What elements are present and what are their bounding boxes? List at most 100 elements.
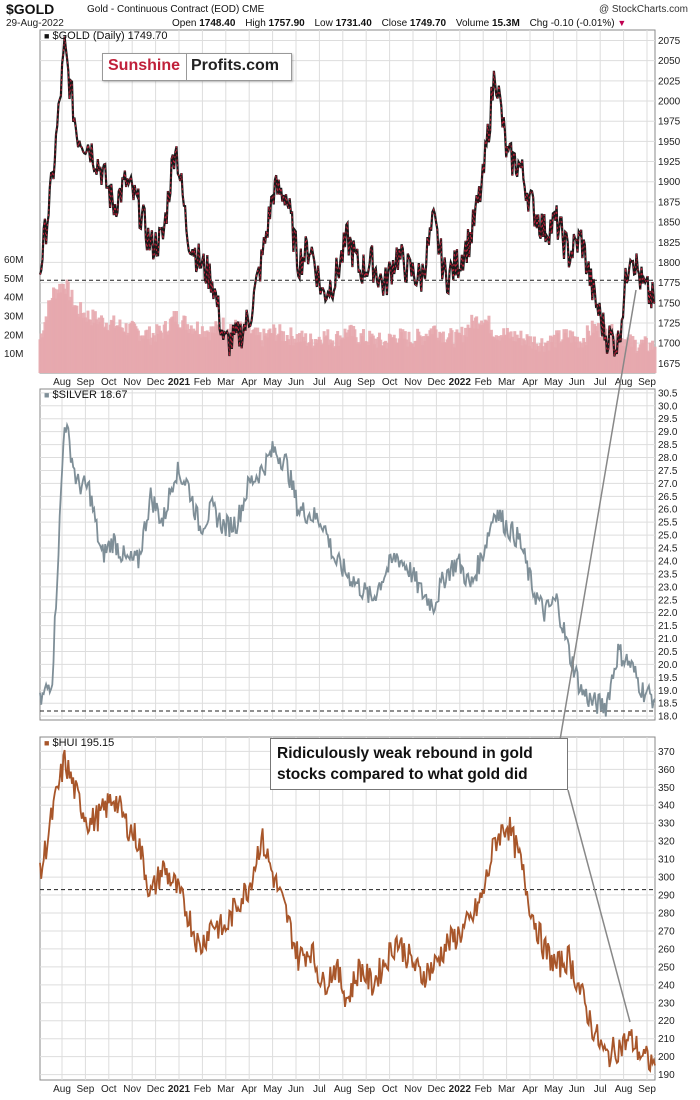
- x-axis-label: Oct: [101, 377, 117, 388]
- hui-ytick-label: 270: [658, 926, 675, 937]
- gold-ytick-label: 1825: [658, 238, 681, 249]
- x-axis-label: Jun: [569, 377, 585, 388]
- low-label: Low: [314, 18, 333, 29]
- x-axis-label: Oct: [382, 377, 398, 388]
- x-axis-label: Dec: [147, 377, 165, 388]
- hui-ytick-label: 340: [658, 801, 675, 812]
- x-axis-label: Sep: [77, 377, 95, 388]
- gold-ytick-label: 2075: [658, 36, 681, 47]
- silver-panel-label: ■ $SILVER 18.67: [44, 389, 128, 401]
- gold-ytick-label: 1850: [658, 218, 681, 229]
- hui-ytick-label: 320: [658, 837, 675, 848]
- silver-ytick-label: 21.0: [658, 634, 678, 645]
- x-axis-label: Feb: [194, 377, 212, 388]
- silver-panel-title: $SILVER 18.67: [52, 389, 128, 401]
- chg-value: -0.10 (-0.01%): [550, 18, 615, 29]
- silver-ytick-label: 18.0: [658, 712, 678, 723]
- down-arrow-icon: ▼: [617, 18, 627, 28]
- volume-axis-label: 10M: [4, 349, 23, 360]
- x-axis-label: Sep: [638, 1084, 656, 1095]
- x-axis-label: Mar: [217, 377, 235, 388]
- gold-legend-icon: ■: [44, 31, 50, 41]
- hui-ytick-label: 230: [658, 998, 675, 1009]
- x-axis-label: Nov: [404, 1084, 422, 1095]
- ohlc-stats: Open 1748.40 High 1757.90 Low 1731.40 Cl…: [172, 18, 626, 29]
- silver-ytick-label: 27.0: [658, 479, 678, 490]
- silver-ytick-label: 23.0: [658, 582, 678, 593]
- gold-ytick-label: 1700: [658, 339, 681, 350]
- silver-ytick-label: 20.0: [658, 660, 678, 671]
- gold-ytick-label: 1675: [658, 359, 681, 370]
- low-value: 1731.40: [335, 18, 372, 29]
- x-axis-label: Oct: [101, 1084, 117, 1095]
- x-axis-label: Oct: [382, 1084, 398, 1095]
- hui-ytick-label: 330: [658, 819, 675, 830]
- hui-ytick-label: 350: [658, 783, 675, 794]
- volume-axis-label: 40M: [4, 293, 23, 304]
- x-axis-label: Jul: [313, 1084, 326, 1095]
- silver-ytick-label: 29.0: [658, 427, 678, 438]
- x-axis-label: Mar: [217, 1084, 235, 1095]
- x-axis-label: Feb: [475, 377, 493, 388]
- x-axis-label: May: [263, 1084, 282, 1095]
- volume-axis-label: 50M: [4, 274, 23, 285]
- hui-ytick-label: 290: [658, 891, 675, 902]
- sunshine-profits-logo: Sunshine Profits.com: [102, 53, 292, 81]
- gold-ytick-label: 1800: [658, 258, 681, 269]
- hui-ytick-label: 210: [658, 1034, 675, 1045]
- silver-legend-icon: ■: [44, 390, 50, 400]
- x-axis-label: Sep: [77, 1084, 95, 1095]
- x-axis-label: Jul: [313, 377, 326, 388]
- silver-ytick-label: 26.0: [658, 505, 678, 516]
- silver-ytick-label: 22.0: [658, 608, 678, 619]
- hui-ytick-label: 200: [658, 1052, 675, 1063]
- silver-ytick-label: 23.5: [658, 569, 678, 580]
- silver-ytick-label: 18.5: [658, 699, 678, 710]
- hui-panel-title: $HUI 195.15: [52, 737, 115, 749]
- gold-ytick-label: 2000: [658, 97, 681, 108]
- x-axis-label: Nov: [123, 377, 141, 388]
- open-value: 1748.40: [199, 18, 236, 29]
- silver-ytick-label: 21.5: [658, 621, 678, 632]
- x-axis-label: May: [544, 377, 563, 388]
- hui-ytick-label: 240: [658, 980, 675, 991]
- hui-panel-label: ■ $HUI 195.15: [44, 737, 114, 749]
- contract-subtitle: Gold - Continuous Contract (EOD) CME: [87, 4, 265, 15]
- silver-ytick-label: 27.5: [658, 466, 678, 477]
- hui-ytick-label: 280: [658, 908, 675, 919]
- gold-ytick-label: 1950: [658, 137, 681, 148]
- x-axis-label: Dec: [428, 377, 446, 388]
- x-axis-label: Mar: [498, 1084, 516, 1095]
- x-axis-label: Apr: [241, 1084, 257, 1095]
- close-label: Close: [381, 18, 408, 29]
- silver-ytick-label: 19.0: [658, 686, 678, 697]
- x-axis-label: 2021: [168, 1084, 191, 1095]
- logo-part-1: Sunshine: [108, 57, 181, 74]
- hui-panel-frame: [39, 736, 656, 1081]
- gold-ytick-label: 1875: [658, 197, 681, 208]
- x-axis-label: May: [263, 377, 282, 388]
- x-axis-label: 2022: [449, 377, 472, 388]
- x-axis-label: Aug: [615, 1084, 633, 1095]
- x-axis-label: Aug: [53, 377, 71, 388]
- high-label: High: [245, 18, 266, 29]
- logo-divider: [186, 54, 187, 80]
- volume-value: 15.3M: [492, 18, 520, 29]
- annotation-arrow-hui: [567, 789, 631, 1023]
- gold-ytick-label: 1900: [658, 177, 681, 188]
- x-axis-label: Sep: [638, 377, 656, 388]
- silver-ytick-label: 24.5: [658, 544, 678, 555]
- x-axis-label: Jul: [594, 377, 607, 388]
- volume-axis-label: 60M: [4, 255, 23, 266]
- volume-axis-label: 20M: [4, 330, 23, 341]
- annotation-arrow-gold: [559, 289, 637, 741]
- x-axis-label: Dec: [147, 1084, 165, 1095]
- hui-ytick-label: 260: [658, 944, 675, 955]
- x-axis-label: Jun: [288, 1084, 304, 1095]
- silver-ytick-label: 29.5: [658, 414, 678, 425]
- x-axis-label: Sep: [357, 377, 375, 388]
- hui-ytick-label: 190: [658, 1070, 675, 1081]
- silver-ytick-label: 26.5: [658, 492, 678, 503]
- gold-ytick-label: 1750: [658, 298, 681, 309]
